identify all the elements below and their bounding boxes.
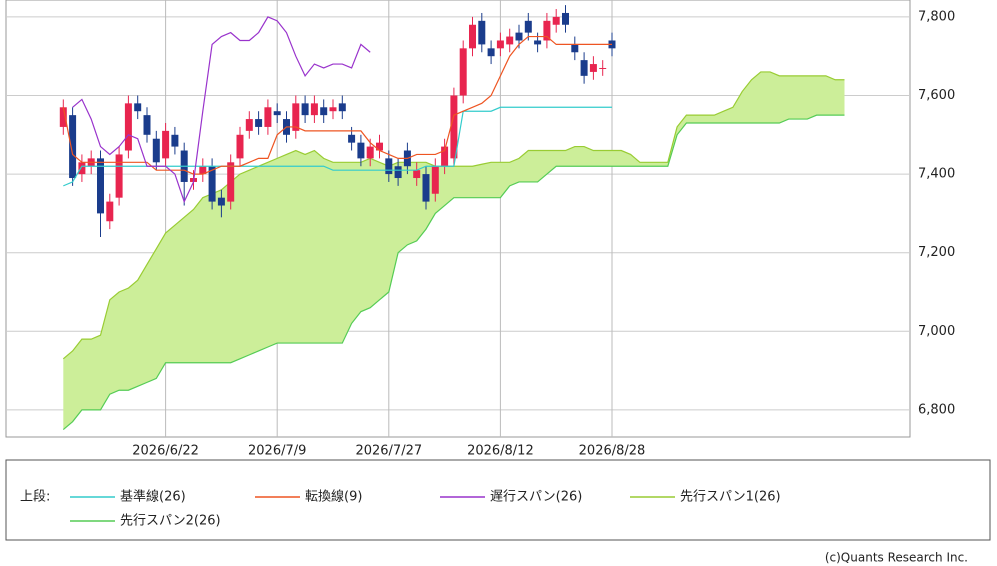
- candle-body: [208, 166, 216, 202]
- candle-body: [236, 134, 244, 159]
- candle-body: [357, 142, 365, 159]
- candle-body: [450, 95, 458, 159]
- credit: (c)Quants Research Inc.: [825, 551, 968, 565]
- candle-body: [431, 166, 439, 194]
- x-tick-label: 2026/8/28: [579, 444, 646, 459]
- candle-body: [552, 16, 560, 25]
- candle-body: [255, 119, 263, 127]
- candle-body: [106, 201, 114, 222]
- candle-body: [589, 64, 597, 72]
- candle-body: [534, 40, 542, 45]
- legend-label: 先行スパン1(26): [680, 490, 781, 505]
- candle-body: [273, 111, 281, 116]
- candle-body: [376, 142, 383, 151]
- line-series: [72, 16, 371, 204]
- x-tick-label: 2026/8/12: [467, 444, 534, 459]
- candle-body: [171, 134, 179, 147]
- candle-body: [338, 103, 346, 112]
- candle-body: [469, 24, 476, 49]
- candle-body: [543, 20, 551, 41]
- candle-body: [422, 174, 430, 202]
- candle-body: [227, 162, 235, 202]
- y-tick-label: 7,800: [918, 9, 955, 24]
- candle-body: [366, 146, 374, 159]
- candle-body: [515, 32, 523, 41]
- legend-label: 先行スパン2(26): [120, 514, 221, 529]
- x-tick-label: 2026/7/9: [248, 444, 306, 459]
- candle-body: [245, 119, 253, 131]
- candle-body: [571, 44, 579, 53]
- y-tick-label: 7,000: [918, 324, 955, 339]
- candle-body: [134, 103, 142, 112]
- candle-body: [199, 166, 207, 175]
- candle-body: [143, 115, 151, 135]
- candle-body: [487, 48, 495, 57]
- candle-body: [59, 107, 67, 127]
- candle-body: [152, 138, 160, 163]
- x-tick-label: 2026/6/22: [132, 444, 199, 459]
- x-tick-label: 2026/7/27: [355, 444, 422, 459]
- legend-box: [5, 459, 991, 541]
- y-tick-label: 7,600: [918, 88, 955, 103]
- candle-body: [320, 107, 328, 116]
- candle-body: [301, 103, 309, 116]
- candle-body: [124, 103, 132, 151]
- candle-body: [459, 48, 467, 96]
- legend-label: 遅行スパン(26): [490, 490, 582, 505]
- candle-body: [413, 170, 421, 179]
- legend-label: 基準線(26): [120, 489, 186, 505]
- candle-body: [394, 166, 402, 179]
- y-tick-label: 7,200: [918, 245, 955, 260]
- candle-body: [348, 134, 356, 143]
- candle-body: [115, 154, 123, 198]
- candle-body: [162, 130, 170, 159]
- candle-body: [217, 197, 225, 206]
- legend-prefix: 上段:: [20, 490, 50, 505]
- candle-body: [78, 162, 86, 175]
- candle-body: [478, 20, 486, 45]
- candle-body: [264, 107, 272, 127]
- candle-body: [580, 60, 588, 76]
- line-series: [62, 35, 612, 175]
- candle-body: [524, 20, 532, 33]
- candle-body: [496, 40, 504, 49]
- candle-body: [385, 158, 393, 175]
- candle-body: [441, 146, 449, 167]
- y-tick-label: 6,800: [918, 402, 955, 417]
- kumo-cloud: [63, 71, 845, 430]
- legend-label: 転換線(9): [305, 489, 362, 505]
- candle-body: [599, 67, 607, 69]
- candle-body: [97, 158, 104, 214]
- candle-body: [506, 36, 514, 45]
- candle-body: [292, 103, 300, 131]
- candle-body: [310, 103, 318, 116]
- candle-body: [69, 115, 77, 179]
- y-tick-label: 7,400: [918, 167, 955, 182]
- line-series: [62, 114, 845, 430]
- candle-body: [562, 12, 569, 25]
- candle-body: [329, 107, 337, 112]
